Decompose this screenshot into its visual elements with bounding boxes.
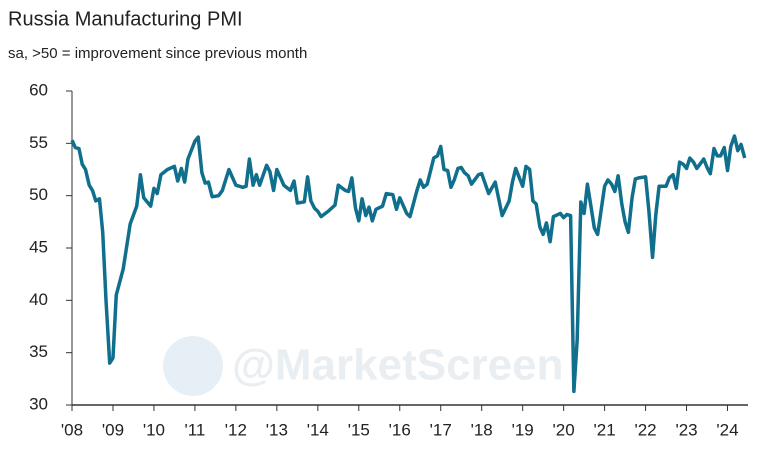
- x-tick-label: '15: [348, 420, 370, 439]
- x-tick-label: '10: [143, 420, 165, 439]
- y-tick-label: 30: [29, 394, 48, 413]
- y-tick-label: 60: [29, 80, 48, 99]
- y-tick-label: 55: [29, 133, 48, 152]
- x-tick-label: '12: [225, 420, 247, 439]
- x-tick-label: '13: [266, 420, 288, 439]
- x-tick-label: '21: [594, 420, 616, 439]
- watermark: @MarketScreen: [232, 341, 564, 390]
- x-tick-label: '24: [716, 420, 738, 439]
- chart-subtitle: sa, >50 = improvement since previous mon…: [8, 45, 307, 62]
- x-tick-label: '16: [389, 420, 411, 439]
- y-tick-label: 45: [29, 237, 48, 256]
- watermark-icon: [163, 336, 223, 396]
- chart-title: Russia Manufacturing PMI: [8, 8, 243, 30]
- x-tick-label: '22: [634, 420, 656, 439]
- y-tick-label: 40: [29, 290, 48, 309]
- x-tick-label: '23: [675, 420, 697, 439]
- x-tick-label: '14: [307, 420, 329, 439]
- y-tick-label: 35: [29, 342, 48, 361]
- data-line: [70, 134, 747, 394]
- x-tick-label: '08: [61, 420, 83, 439]
- x-tick-label: '17: [430, 420, 452, 439]
- x-tick-label: '20: [553, 420, 575, 439]
- x-tick-label: '09: [102, 420, 124, 439]
- x-tick-label: '19: [512, 420, 534, 439]
- x-tick-label: '18: [471, 420, 493, 439]
- x-tick-label: '11: [184, 420, 205, 439]
- y-tick-label: 50: [29, 185, 48, 204]
